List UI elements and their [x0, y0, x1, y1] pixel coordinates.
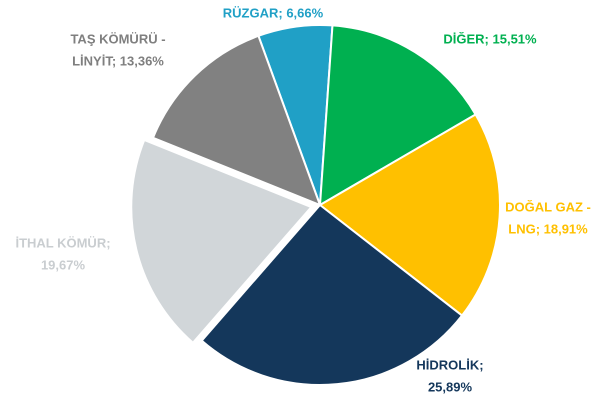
- data-label: HİDROLİK;: [416, 357, 483, 372]
- data-label: LİNYİT; 13,36%: [72, 53, 164, 68]
- data-label: 25,89%: [428, 379, 473, 394]
- data-label: İTHAL KÖMÜR;: [15, 235, 110, 250]
- pie-slice: [200, 203, 464, 386]
- data-label: RÜZGAR; 6,66%: [223, 5, 324, 20]
- pie-slice: [318, 24, 477, 207]
- data-label: 19,67%: [41, 257, 86, 272]
- data-label: DİĞER; 15,51%: [443, 31, 537, 46]
- pie-slice: [130, 138, 313, 345]
- data-label: LNG; 18,91%: [508, 221, 588, 236]
- pie-slice: [318, 113, 501, 317]
- data-label: DOĞAL GAZ -: [505, 199, 591, 214]
- data-label: TAŞ KÖMÜRÜ -: [70, 31, 165, 46]
- pie-slice: [151, 34, 322, 207]
